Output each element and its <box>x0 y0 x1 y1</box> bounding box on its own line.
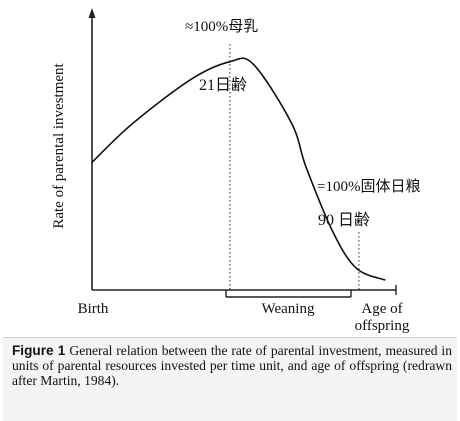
annotation-solid: =100%固体日粮 <box>317 178 420 195</box>
caption-background <box>3 337 457 421</box>
x-tick-birth: Birth <box>78 301 109 317</box>
caption-label: Figure 1 <box>12 343 66 358</box>
figure-caption: Figure 1 General relation between the rat… <box>12 343 452 388</box>
annotation-peak: ≈100%母乳 <box>185 18 258 35</box>
x-tick-age-of: Age of <box>361 301 402 317</box>
annotation-day-90: 90 日齢 <box>318 211 370 229</box>
investment-curve <box>91 57 386 281</box>
x-tick-offspring: offspring <box>355 318 410 334</box>
weaning-label: Weaning <box>262 301 315 317</box>
chart: Rate of parental investment Birth Weanin… <box>51 8 420 334</box>
y-axis-label: Rate of parental investment <box>51 62 67 228</box>
annotation-day-21: 21日齢 <box>199 76 247 94</box>
y-axis-arrow <box>88 8 96 18</box>
caption-text: General relation between the rate of par… <box>12 343 453 388</box>
